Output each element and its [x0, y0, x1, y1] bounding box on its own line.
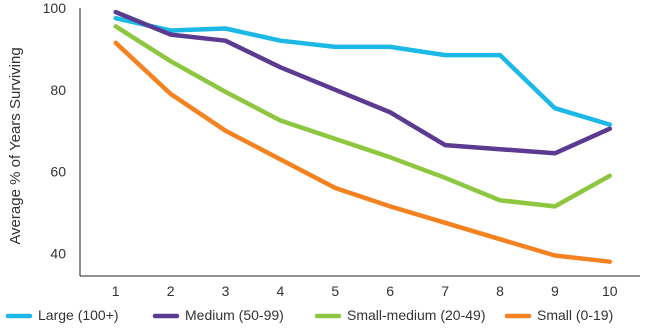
legend-label: Small-medium (20-49) [347, 307, 485, 323]
series-line-small-0-19 [113, 40, 613, 264]
series-lines [113, 9, 613, 264]
legend-label: Medium (50-99) [185, 307, 284, 323]
series-line-medium-50-99 [113, 9, 613, 156]
x-tick-label: 9 [551, 283, 559, 299]
y-tick-labels: 40 60 80 100 [43, 0, 67, 261]
series-line-large-100 [113, 15, 613, 127]
x-tick-labels: 1 2 3 4 5 6 7 8 9 10 [112, 283, 618, 299]
legend-label: Large (100+) [38, 307, 119, 323]
x-tick-label: 1 [112, 283, 120, 299]
y-tick-label: 100 [43, 0, 67, 16]
series-line-small-medium-20-49 [113, 24, 613, 209]
x-tick-label: 2 [167, 283, 175, 299]
x-tick-label: 5 [331, 283, 339, 299]
x-tick-label: 7 [441, 283, 449, 299]
legend-label: Small (0-19) [537, 307, 613, 323]
y-tick-label: 60 [50, 164, 66, 180]
x-tick-label: 3 [222, 283, 230, 299]
x-tick-label: 6 [386, 283, 394, 299]
axes [79, 8, 640, 277]
legend: Large (100+) Medium (50-99) Small-medium (… [5, 307, 613, 323]
y-tick-label: 80 [50, 82, 66, 98]
y-axis-label: Average % of Years Surviving [7, 47, 24, 244]
x-tick-label: 8 [496, 283, 504, 299]
x-tick-label: 4 [276, 283, 284, 299]
x-tick-label: 10 [602, 283, 618, 299]
y-tick-label: 40 [50, 245, 66, 261]
